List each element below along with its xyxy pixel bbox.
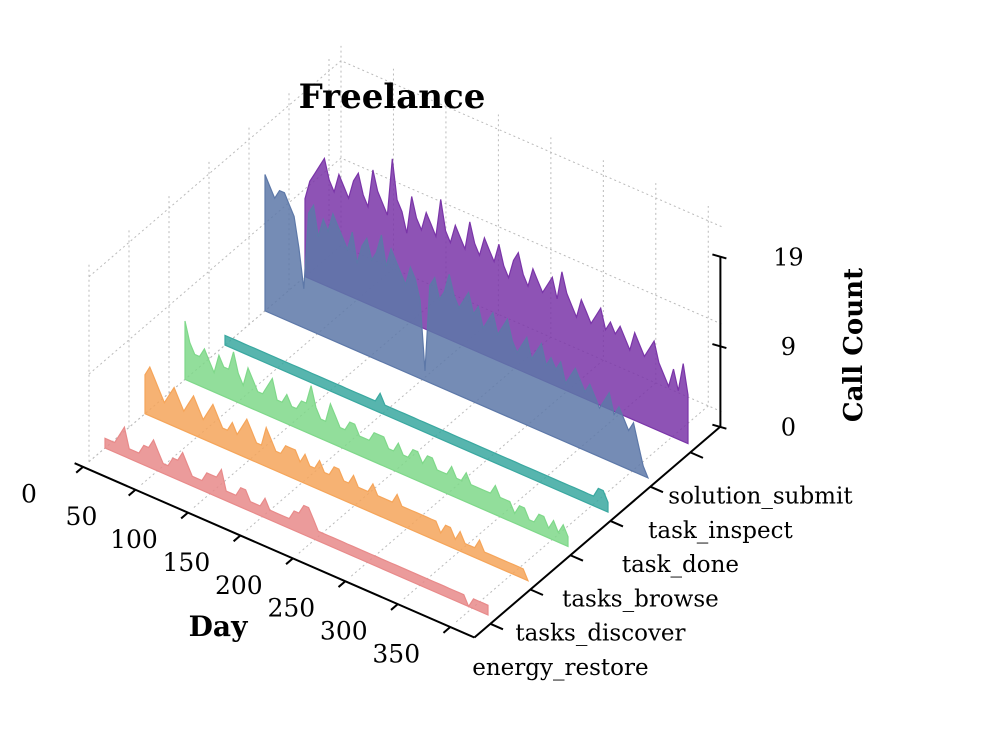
ridge-energy-restore: [104, 425, 489, 616]
x-tick-label: 300: [320, 617, 368, 646]
ridge-solution-submit: [304, 156, 689, 445]
ridge-tasks-browse: [184, 320, 569, 548]
x-tick-label: 150: [163, 548, 211, 577]
x-tick-label: 200: [215, 571, 263, 600]
z-tick: [712, 253, 727, 260]
x-tick-label: 350: [372, 639, 420, 668]
series-ridges: [104, 156, 689, 616]
gridline-z: [88, 157, 725, 375]
series-label-energy-restore: energy_restore: [472, 655, 648, 681]
series-label-tasks-discover: tasks_discover: [515, 621, 685, 647]
ridge-task-inspect: [264, 174, 650, 480]
gridline-z: [88, 60, 725, 278]
z-tick-label: 19: [773, 243, 804, 271]
x-tick: [128, 488, 137, 497]
series-tick: [609, 520, 624, 528]
z-tick-label: 0: [781, 414, 796, 442]
x-tick: [75, 466, 84, 474]
x-axis-line: [74, 462, 475, 639]
series-tick: [529, 588, 544, 596]
ridge-task-done: [224, 334, 609, 514]
gridline-x: [455, 206, 709, 623]
series-tick: [649, 485, 664, 494]
series-label-tasks-browse: tasks_browse: [562, 586, 719, 612]
x-tick-label: 0: [21, 479, 37, 508]
x-axis-label: Day: [189, 610, 248, 643]
series-tick: [569, 554, 584, 562]
x-tick: [285, 557, 294, 565]
z-tick: [712, 343, 727, 350]
z-tick: [712, 423, 727, 430]
x-tick: [390, 603, 399, 611]
series-label-solution-submit: solution_submit: [668, 484, 853, 510]
series-axis-line: [473, 425, 722, 639]
series-label-task-inspect: task_inspect: [648, 518, 793, 544]
series-label-task-done: task_done: [622, 552, 739, 578]
x-tick: [232, 534, 242, 543]
x-tick: [442, 626, 451, 634]
x-tick-label: 100: [110, 525, 158, 554]
z-axis-label: Call Count: [839, 268, 869, 422]
x-tick-label: 250: [267, 594, 315, 623]
chart-title: Freelance: [299, 77, 486, 117]
x-tick-label: 50: [66, 502, 98, 531]
ridge-tasks-discover: [144, 365, 530, 582]
x-tick: [180, 511, 189, 520]
series-tick: [489, 622, 504, 631]
series-tick: [689, 451, 704, 459]
x-tick: [337, 580, 346, 588]
z-tick-label: 9: [781, 333, 796, 361]
